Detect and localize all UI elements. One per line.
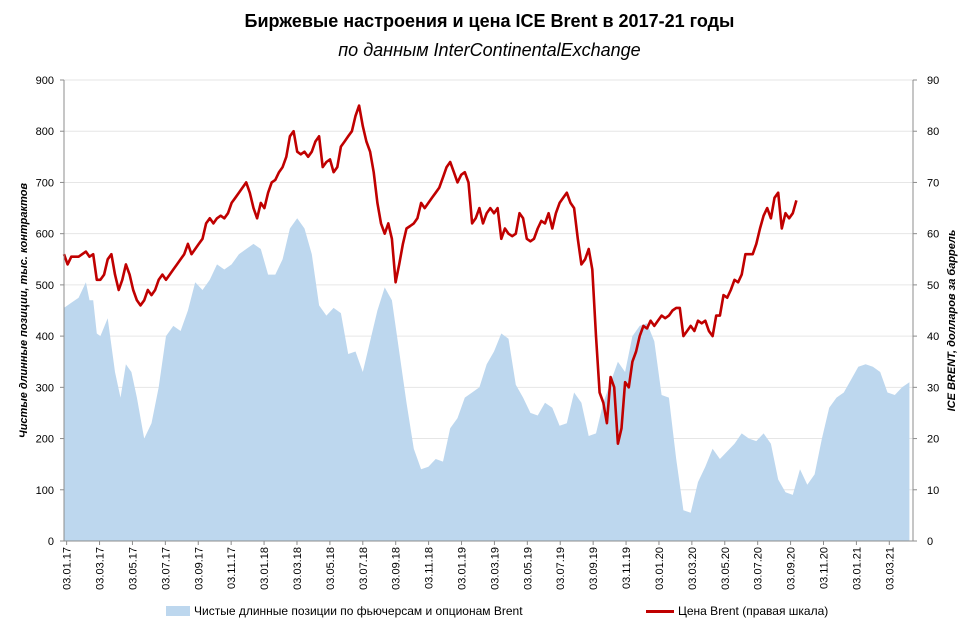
x-tick-label: 03.07.17 — [160, 547, 172, 590]
x-tick-label: 03.01.21 — [851, 547, 863, 590]
y-left-tick-label: 500 — [36, 280, 54, 292]
chart-subtitle: по данным InterContinentalExchange — [338, 40, 641, 60]
legend-label-brent: Цена Brent (правая шкала) — [678, 604, 829, 618]
x-tick-label: 03.03.18 — [292, 547, 304, 590]
y-left-axis-title: Чистые длинные позиции, тыс. контрактов — [18, 183, 30, 439]
y-right-tick-label: 40 — [927, 331, 939, 343]
x-tick-label: 03.03.21 — [884, 547, 896, 590]
x-tick-label: 03.01.20 — [654, 547, 666, 590]
x-tick-label: 03.11.17 — [226, 547, 238, 589]
x-tick-label: 03.09.18 — [391, 547, 403, 590]
y-right-tick-label: 10 — [927, 485, 939, 497]
x-tick-label: 03.07.20 — [753, 547, 765, 590]
x-tick-label: 03.11.20 — [818, 547, 830, 589]
y-left-tick-label: 300 — [36, 382, 54, 394]
x-tick-label: 03.05.20 — [720, 547, 732, 590]
x-tick-label: 03.03.17 — [95, 547, 107, 590]
legend-label-positions: Чистые длинные позиции по фьючерсам и оп… — [194, 604, 523, 618]
x-tick-label: 03.05.19 — [522, 547, 534, 590]
y-left-tick-label: 800 — [36, 126, 54, 138]
x-tick-label: 03.11.18 — [424, 547, 436, 589]
y-right-tick-label: 70 — [927, 177, 939, 189]
x-tick-label: 03.05.18 — [325, 547, 337, 590]
y-right-tick-label: 30 — [927, 382, 939, 394]
x-tick-label: 03.09.17 — [193, 547, 205, 590]
x-tick-label: 03.03.19 — [489, 547, 501, 590]
y-right-tick-label: 0 — [927, 536, 933, 548]
x-tick-label: 03.09.19 — [588, 547, 600, 590]
x-tick-label: 03.07.19 — [555, 547, 567, 590]
y-right-axis-title: ICE BRENT, долларов за баррель — [946, 230, 958, 412]
legend-item-brent: Цена Brent (правая шкала) — [646, 604, 828, 618]
y-left-tick-label: 900 — [36, 75, 54, 87]
x-tick-label: 03.09.20 — [786, 547, 798, 590]
x-tick-label: 03.11.19 — [621, 547, 633, 589]
x-tick-label: 03.01.17 — [62, 547, 74, 590]
net-long-positions-area — [64, 218, 910, 542]
y-right-tick-label: 90 — [927, 75, 939, 87]
legend-swatch-line — [646, 609, 674, 613]
legend-item-positions: Чистые длинные позиции по фьючерсам и оп… — [166, 604, 523, 618]
chart-title: Биржевые настроения и цена ICE Brent в 2… — [244, 11, 735, 31]
y-left-tick-label: 700 — [36, 177, 54, 189]
x-tick-label: 03.01.19 — [457, 547, 469, 590]
y-right-tick-label: 60 — [927, 229, 939, 241]
y-left-tick-label: 600 — [36, 229, 54, 241]
y-right-tick-label: 50 — [927, 280, 939, 292]
y-right-tick-label: 80 — [927, 126, 939, 138]
brent-price-line — [62, 104, 798, 445]
y-left-tick-label: 200 — [36, 434, 54, 446]
y-right-tick-label: 20 — [927, 434, 939, 446]
y-left-tick-label: 0 — [48, 536, 54, 548]
legend-swatch-area — [166, 606, 190, 616]
y-left-tick-label: 400 — [36, 331, 54, 343]
x-tick-label: 03.05.17 — [127, 547, 139, 590]
x-tick-label: 03.07.18 — [358, 547, 370, 590]
x-tick-label: 03.03.20 — [687, 547, 699, 590]
y-left-tick-label: 100 — [36, 485, 54, 497]
x-tick-label: 03.01.18 — [259, 547, 271, 590]
